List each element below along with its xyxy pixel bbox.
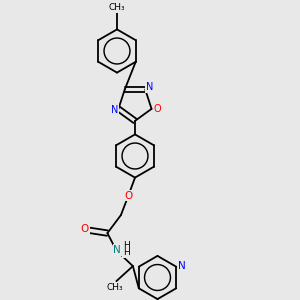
Text: CH₃: CH₃ [106, 283, 123, 292]
Text: O: O [153, 104, 161, 114]
Text: O: O [81, 224, 89, 234]
Text: O: O [124, 190, 133, 201]
Text: CH₃: CH₃ [109, 3, 125, 12]
Text: N: N [113, 245, 121, 255]
Text: N: N [111, 105, 118, 115]
Text: H: H [123, 241, 129, 250]
Text: N: N [178, 261, 186, 271]
Text: H: H [123, 248, 129, 257]
Text: N: N [146, 82, 153, 92]
